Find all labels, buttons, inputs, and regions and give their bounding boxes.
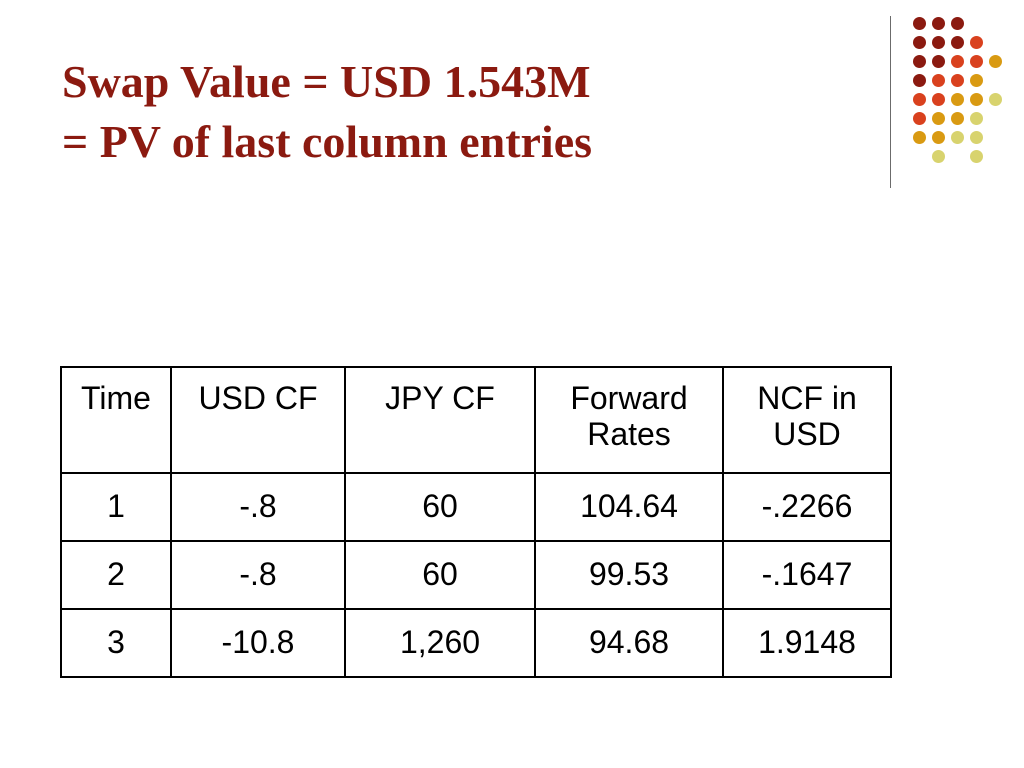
table-row: 3 -10.8 1,260 94.68 1.9148 [60,608,892,678]
cell-ncf-usd: -.1647 [722,540,892,610]
decorative-dot [950,92,964,106]
decorative-dot [969,111,983,125]
decorative-dot [912,35,926,49]
decorative-dot [969,35,983,49]
cell-time: 3 [60,608,172,678]
decorative-dot [912,73,926,87]
cell-usd-cf: -.8 [170,472,346,542]
table-header-row: Time USD CF JPY CF Forward Rates NCF in … [60,366,892,474]
cell-jpy-cf: 60 [344,472,536,542]
decorative-dot [950,111,964,125]
title-line-1: Swap Value = USD 1.543M [62,56,591,107]
decorative-dot [931,149,945,163]
cell-time: 2 [60,540,172,610]
decorative-dot [950,54,964,68]
decorative-dot [969,130,983,144]
decorative-dot [912,130,926,144]
slide-title: Swap Value = USD 1.543M = PV of last col… [62,52,862,172]
decorative-dot [931,54,945,68]
table-row: 1 -.8 60 104.64 -.2266 [60,472,892,542]
decorative-dot [912,111,926,125]
cell-usd-cf: -.8 [170,540,346,610]
decorative-dot [969,54,983,68]
decorative-dot [988,92,1002,106]
header-time: Time [60,366,172,474]
cell-forward-rate: 104.64 [534,472,724,542]
decorative-dot [950,35,964,49]
cell-ncf-usd: -.2266 [722,472,892,542]
decorative-dot [950,73,964,87]
decorative-dot [931,35,945,49]
decorative-dot [912,92,926,106]
cell-time: 1 [60,472,172,542]
decorative-dot [931,73,945,87]
header-usd-cf: USD CF [170,366,346,474]
decorative-dot [912,16,926,30]
decorative-dot [931,16,945,30]
cell-usd-cf: -10.8 [170,608,346,678]
cell-forward-rate: 99.53 [534,540,724,610]
title-line-2: = PV of last column entries [62,116,593,167]
table-row: 2 -.8 60 99.53 -.1647 [60,540,892,610]
decorative-dot [931,92,945,106]
decorative-dot [950,130,964,144]
decorative-dot [988,54,1002,68]
cell-forward-rate: 94.68 [534,608,724,678]
cell-ncf-usd: 1.9148 [722,608,892,678]
decorative-dot [950,16,964,30]
cell-jpy-cf: 1,260 [344,608,536,678]
vertical-divider [890,16,891,188]
decorative-dot [931,111,945,125]
cell-jpy-cf: 60 [344,540,536,610]
header-jpy-cf: JPY CF [344,366,536,474]
decorative-dot [969,73,983,87]
decorative-dot [969,149,983,163]
header-forward-rates: Forward Rates [534,366,724,474]
decorative-dot [912,54,926,68]
swap-value-table: Time USD CF JPY CF Forward Rates NCF in … [60,366,892,678]
header-ncf-in-usd: NCF in USD [722,366,892,474]
decorative-dot [931,130,945,144]
decorative-dot [969,92,983,106]
